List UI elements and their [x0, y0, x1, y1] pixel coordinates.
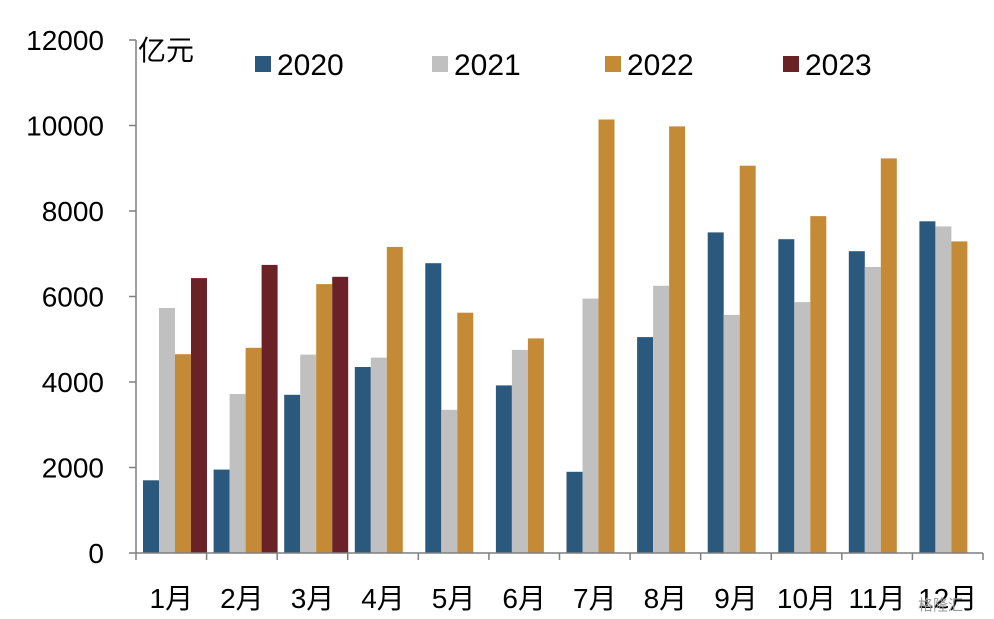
y-tick-label: 8000 — [42, 196, 104, 227]
y-tick-labels: 0 2000 4000 6000 8000 10000 12000 — [26, 25, 104, 569]
y-tick-label: 10000 — [26, 111, 104, 142]
x-tick-label: 5月 — [432, 583, 476, 614]
axes-layer — [129, 39, 984, 560]
x-tick-label: 12月 — [918, 583, 977, 614]
legend-label-2020: 2020 — [277, 49, 344, 82]
x-tick-label: 10月 — [777, 583, 836, 614]
x-tick-label: 8月 — [644, 583, 688, 614]
bar-2021-2 — [229, 394, 246, 553]
bar-2020-7 — [566, 471, 583, 553]
bar-2022-9 — [739, 165, 756, 553]
bar-2021-12 — [935, 226, 952, 553]
bar-2022-6 — [527, 338, 544, 553]
y-tick-label: 2000 — [42, 453, 104, 484]
bar-2021-9 — [723, 314, 740, 553]
y-tick-label: 12000 — [26, 25, 104, 56]
bar-2021-1 — [159, 308, 175, 553]
bar-2022-2 — [245, 347, 262, 553]
bar-2021-3 — [300, 354, 317, 553]
bar-2020-5 — [425, 263, 442, 553]
bar-2022-4 — [386, 246, 403, 553]
x-tick-label: 2月 — [220, 583, 264, 614]
bar-2022-10 — [810, 216, 827, 553]
x-tick-label: 3月 — [291, 583, 335, 614]
bar-2022-1 — [175, 354, 191, 553]
legend-label-2022: 2022 — [627, 49, 694, 82]
legend: 2020 2021 2022 2023 — [255, 49, 872, 82]
bar-2022-11 — [880, 158, 897, 553]
bar-2020-12 — [919, 221, 936, 554]
bar-2021-6 — [511, 349, 528, 553]
x-tick-label: 7月 — [573, 583, 617, 614]
bar-2020-4 — [354, 367, 371, 553]
legend-swatch-2021 — [432, 56, 448, 72]
legend-swatch-2022 — [605, 56, 621, 72]
y-tick-label: 0 — [88, 538, 104, 569]
bar-2021-4 — [370, 357, 387, 553]
bar-2020-2 — [213, 469, 230, 553]
y-tick-label: 4000 — [42, 367, 104, 398]
bar-2023-3 — [332, 276, 349, 553]
legend-label-2023: 2023 — [805, 49, 872, 82]
x-tick-label: 6月 — [502, 583, 546, 614]
x-tick-labels: 1月 2月 3月 4月 5月 6月 7月 8月 9月 10月 11月 12月 — [150, 583, 978, 614]
bar-2021-8 — [653, 285, 670, 553]
bar-2020-11 — [848, 251, 865, 553]
bar-2022-5 — [457, 312, 474, 553]
bar-2023-2 — [261, 264, 278, 553]
x-tick-label: 1月 — [150, 583, 194, 614]
y-unit-label: 亿元 — [138, 35, 194, 66]
bar-2020-10 — [778, 239, 795, 553]
legend-label-2021: 2021 — [454, 49, 521, 82]
bar-2020-3 — [284, 394, 301, 553]
bar-2022-8 — [669, 126, 686, 554]
x-tick-label: 4月 — [361, 583, 405, 614]
x-tick-label: 9月 — [714, 583, 758, 614]
bar-2022-7 — [598, 119, 615, 553]
bar-2020-8 — [637, 337, 654, 553]
bar-2020-9 — [707, 232, 724, 553]
bar-2021-11 — [864, 267, 881, 553]
bar-2021-5 — [441, 409, 458, 553]
bar-2022-3 — [316, 284, 333, 553]
legend-swatch-2023 — [783, 56, 799, 72]
y-tick-label: 6000 — [42, 282, 104, 313]
bar-2020-1 — [143, 480, 159, 553]
bar-2021-7 — [582, 298, 599, 553]
bar-2022-12 — [951, 241, 968, 553]
bars-layer — [143, 119, 968, 554]
bar-2021-10 — [794, 302, 811, 553]
x-tick-label: 11月 — [849, 583, 906, 614]
bar-2023-1 — [191, 278, 207, 553]
watermark: 格隆汇 — [918, 596, 963, 614]
legend-swatch-2020 — [255, 56, 271, 72]
bar-2020-6 — [495, 385, 512, 553]
